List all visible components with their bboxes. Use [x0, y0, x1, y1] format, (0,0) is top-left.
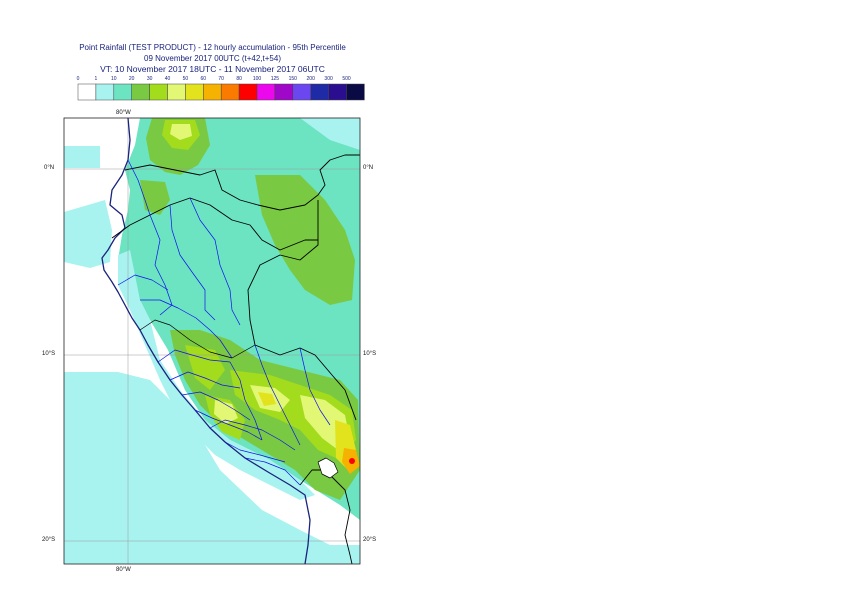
region-border	[157, 349, 231, 363]
title-line-1: Point Rainfall (TEST PRODUCT) - 12 hourl…	[79, 43, 346, 52]
coastal-rain-area	[118, 250, 315, 500]
very-heavy-rain-area	[214, 400, 238, 424]
map-frame	[63, 117, 361, 565]
region-border	[140, 299, 211, 331]
region-border	[209, 329, 233, 359]
legend-tick-label: 40	[165, 76, 171, 82]
very-heavy-rain-area	[170, 124, 192, 140]
intense-rain-area	[258, 392, 276, 406]
moderate-rain-area	[140, 180, 170, 215]
legend-tick-label: 125	[271, 76, 280, 82]
region-border	[181, 391, 251, 421]
ocean-rain-area	[64, 146, 100, 168]
country-border	[299, 469, 353, 564]
region-border	[254, 344, 301, 446]
region-border	[127, 159, 151, 216]
region-border	[299, 347, 331, 426]
title-line-3: VT: 10 November 2017 18UTC - 11 November…	[100, 64, 325, 74]
heavy-rain-area	[185, 345, 225, 390]
region-border	[194, 409, 263, 441]
legend-tick-label: 20	[129, 76, 135, 82]
map-title-block: Point Rainfall (TEST PRODUCT) - 12 hourl…	[40, 42, 385, 75]
legend-tick-label: 100	[253, 76, 262, 82]
region-border	[224, 441, 286, 463]
legend-tick-label: 70	[218, 76, 224, 82]
region-border	[117, 274, 169, 291]
legend-tick-label: 60	[201, 76, 207, 82]
legend-tick-label: 30	[147, 76, 153, 82]
legend-tick-label: 500	[342, 76, 351, 82]
legend-tick-label: 200	[307, 76, 316, 82]
legend-tick-label: 10	[111, 76, 117, 82]
color-legend: 0 1 10 20 30 40 50 60 70 80 100 125 150 200 300 500	[77, 76, 365, 101]
legend-tick-label: 150	[289, 76, 298, 82]
lake	[318, 458, 338, 478]
legend-tick-label: 50	[183, 76, 189, 82]
lon-label-bottom: 80°W	[116, 567, 131, 573]
lake-outline	[317, 457, 339, 479]
max-rain-spot	[349, 458, 355, 464]
region-border	[244, 457, 301, 486]
region-border	[229, 361, 263, 441]
country-border	[124, 154, 360, 211]
lat-label-right-10: 10°S	[363, 351, 377, 357]
country-border	[247, 200, 357, 421]
region-border	[189, 197, 241, 326]
legend-tick-label: 300	[324, 76, 333, 82]
lat-label-right-20: 20°S	[363, 537, 377, 543]
lon-label-top: 80°W	[116, 110, 131, 116]
rainfall-fields	[64, 118, 360, 564]
ocean-rain-area	[64, 372, 360, 564]
title-line-2: 09 November 2017 00UTC (t+42,t+54)	[144, 54, 281, 63]
coastline	[101, 118, 311, 564]
region-border	[169, 204, 216, 321]
boundaries	[101, 118, 360, 564]
region-border	[149, 214, 173, 316]
lat-label-left-20: 20°S	[42, 537, 56, 543]
lat-label-left-10: 10°S	[42, 351, 56, 357]
legend-tick-label: 1	[95, 76, 98, 82]
region-border	[209, 419, 296, 451]
legend-swatch	[346, 83, 365, 101]
ocean-rain-area	[64, 200, 112, 268]
country-border	[111, 197, 318, 251]
lat-label-right-0: 0°N	[363, 165, 374, 171]
graticule	[64, 118, 360, 564]
lat-label-left-0: 0°N	[44, 165, 55, 171]
legend-tick-label: 0	[77, 76, 80, 82]
region-border	[169, 371, 241, 389]
legend-tick-label: 80	[236, 76, 242, 82]
